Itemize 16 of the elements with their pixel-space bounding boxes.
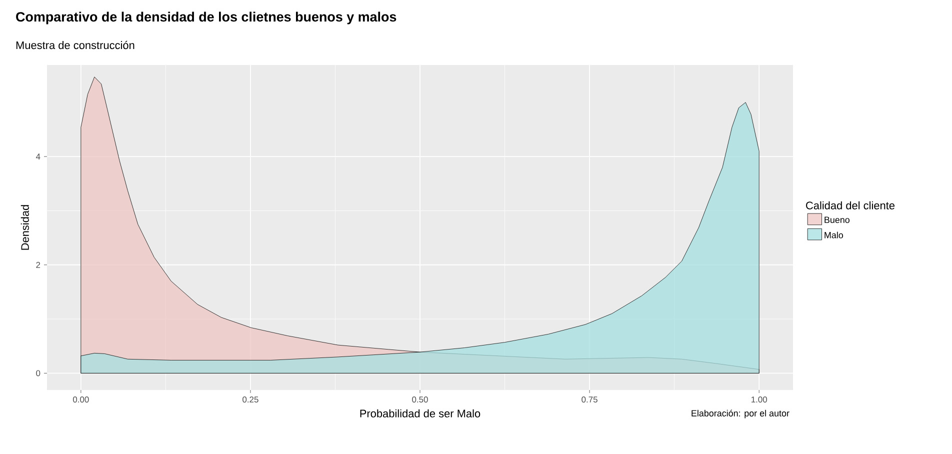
x-axis-title: Probabilidad de ser Malo xyxy=(360,409,480,418)
x-tick-label: 0.00 xyxy=(72,396,89,403)
x-tick-label: 0.75 xyxy=(582,396,598,403)
x-tick-label: 0.25 xyxy=(242,396,258,403)
legend-label: Bueno xyxy=(824,216,850,224)
x-tick-label: 1.00 xyxy=(752,396,768,403)
y-tick-label: 0 xyxy=(36,370,40,376)
y-axis-title: Densidad xyxy=(20,205,29,250)
y-tick-label: 2 xyxy=(36,262,40,268)
y-tick-label: 4 xyxy=(36,154,40,160)
chart-title: Comparativo de la densidad de los clietnes buenos y malos xyxy=(16,12,396,24)
legend-title: Calidad del cliente xyxy=(806,201,895,210)
chart-subtitle: Muestra de construcción xyxy=(16,40,134,50)
legend-label: Malo xyxy=(824,232,844,238)
text: Elaboración: por el autor xyxy=(692,410,790,418)
x-tick-label: 0.50 xyxy=(412,396,428,403)
